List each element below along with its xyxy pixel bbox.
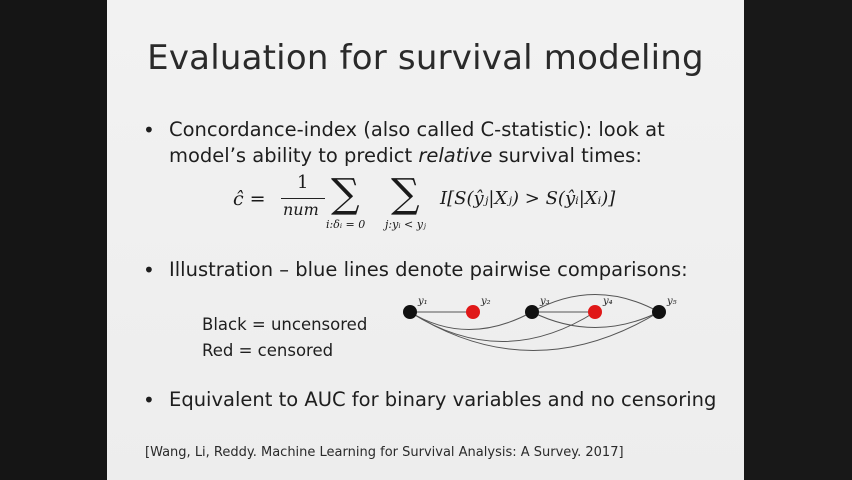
formula-body: I[S(ŷⱼ|Xⱼ) > S(ŷᵢ|Xᵢ)] xyxy=(440,188,616,209)
sum2-subscript: j:yᵢ < yⱼ xyxy=(385,218,426,231)
citation: [Wang, Li, Reddy. Machine Learning for S… xyxy=(145,445,624,460)
fraction-bar xyxy=(281,198,325,199)
slide: Evaluation for survival modeling • Conco… xyxy=(107,0,744,480)
pairwise-comparison-graph: y₁ y₂ y₃ y₄ y₅ xyxy=(403,294,677,351)
edge-y1-y3 xyxy=(409,311,533,330)
bullet-auc-text: Equivalent to AUC for binary variables a… xyxy=(169,388,717,411)
legend-red: Red = censored xyxy=(202,341,334,360)
node-y3 xyxy=(525,305,539,319)
formula-lhs: ĉ = xyxy=(233,188,266,210)
sum-symbol-2: ∑ xyxy=(391,171,420,217)
bullet-concordance: • Concordance-index (also called C-stati… xyxy=(143,117,665,169)
node-label-y3: y₃ xyxy=(539,296,550,307)
bullet-dot: • xyxy=(143,118,155,142)
edge-y1-y4 xyxy=(409,311,596,342)
node-y4 xyxy=(588,305,602,319)
edge-y3-y5 xyxy=(531,294,660,313)
node-label-y5: y₅ xyxy=(666,296,677,307)
bullet-dot: • xyxy=(143,388,155,412)
node-y2 xyxy=(466,305,480,319)
bullet-illustration: • Illustration – blue lines denote pairw… xyxy=(143,257,688,283)
node-label-y1: y₁ xyxy=(417,296,428,307)
emphasis-relative: relative xyxy=(418,144,493,167)
sum-symbol-1: ∑ xyxy=(331,171,360,217)
bullet-auc: • Equivalent to AUC for binary variables… xyxy=(143,387,717,413)
legend-black: Black = uncensored xyxy=(202,315,368,334)
edge-y1-y5 xyxy=(409,311,660,351)
screen-bezel-left xyxy=(0,0,107,480)
node-y5 xyxy=(652,305,666,319)
screen-bezel-right xyxy=(744,0,852,480)
node-label-y2: y₂ xyxy=(480,296,491,307)
slide-title: Evaluation for survival modeling xyxy=(147,38,704,78)
node-label-y4: y₄ xyxy=(602,296,613,307)
formula-denominator: num xyxy=(283,200,319,219)
node-y1 xyxy=(403,305,417,319)
bullet-concordance-line2: model’s ability to predict relative surv… xyxy=(169,144,642,167)
bullet-illustration-text: Illustration – blue lines denote pairwis… xyxy=(169,258,688,281)
bullet-dot: • xyxy=(143,258,155,282)
formula-numerator: 1 xyxy=(297,172,309,193)
c-index-formula: ĉ = 1 num ∑ i:δᵢ = 0 ∑ j:yᵢ < yⱼ I[S(ŷⱼ|… xyxy=(233,170,653,240)
sum1-subscript: i:δᵢ = 0 xyxy=(326,218,366,231)
edge-y3-y5-lower xyxy=(531,311,660,328)
bullet-concordance-line1: Concordance-index (also called C-statist… xyxy=(169,118,665,141)
